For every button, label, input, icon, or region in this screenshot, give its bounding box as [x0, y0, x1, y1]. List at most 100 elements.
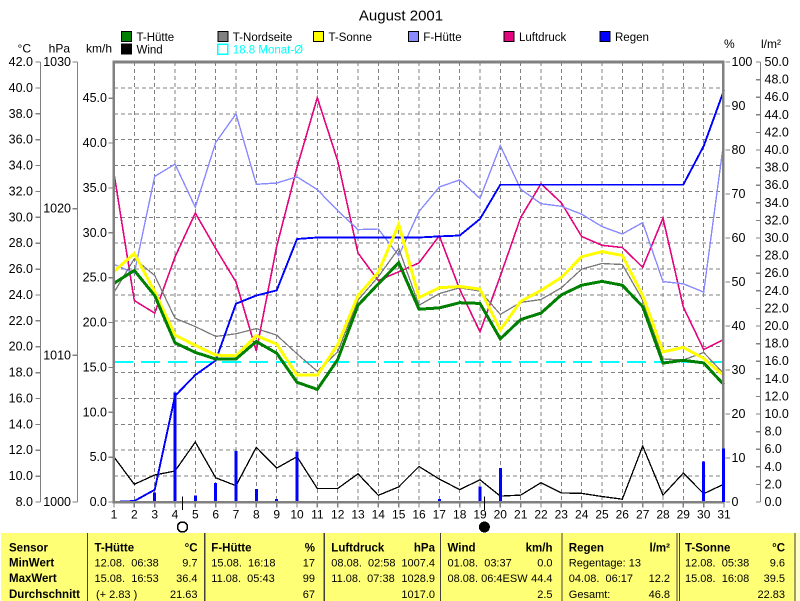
svg-text:21.63: 21.63 — [170, 589, 198, 601]
svg-text:(+ 2.83 ): (+ 2.83 ) — [96, 589, 137, 601]
svg-text:4: 4 — [172, 508, 179, 522]
svg-text:12.0: 12.0 — [9, 443, 33, 457]
svg-text:T-Hütte: T-Hütte — [137, 32, 175, 44]
svg-text:24.0: 24.0 — [9, 288, 33, 302]
svg-text:°C: °C — [18, 42, 32, 56]
svg-text:°C: °C — [185, 543, 198, 555]
svg-text:90: 90 — [732, 99, 746, 113]
svg-text:Gesamt:: Gesamt: — [569, 589, 611, 601]
svg-text:28.0: 28.0 — [9, 236, 33, 250]
svg-text:34.0: 34.0 — [9, 159, 33, 173]
svg-text:14.0: 14.0 — [9, 417, 33, 431]
svg-text:11.08. 05:43: 11.08. 05:43 — [211, 573, 274, 585]
svg-text:28: 28 — [656, 508, 670, 522]
svg-text:Wind: Wind — [137, 45, 163, 57]
svg-text:2.0: 2.0 — [765, 477, 782, 491]
svg-text:17: 17 — [303, 558, 315, 570]
svg-text:16.0: 16.0 — [765, 354, 789, 368]
svg-text:8: 8 — [253, 508, 260, 522]
svg-text:25: 25 — [595, 508, 609, 522]
svg-text:1010: 1010 — [43, 348, 71, 362]
svg-text:50: 50 — [732, 275, 746, 289]
svg-text:38.0: 38.0 — [9, 107, 33, 121]
svg-text:11: 11 — [311, 508, 324, 522]
svg-text:13: 13 — [351, 508, 365, 522]
svg-text:26: 26 — [616, 508, 630, 522]
svg-text:36.4: 36.4 — [176, 573, 197, 585]
svg-text:20.0: 20.0 — [9, 340, 33, 354]
svg-text:9: 9 — [273, 508, 280, 522]
svg-text:40: 40 — [732, 319, 746, 333]
svg-text:10.0: 10.0 — [9, 469, 33, 483]
svg-text:Durchschnitt: Durchschnitt — [9, 589, 80, 601]
svg-text:30.0: 30.0 — [9, 210, 33, 224]
svg-text:70: 70 — [732, 187, 746, 201]
svg-text:8.0: 8.0 — [765, 425, 782, 439]
svg-text:Regentage: 13: Regentage: 13 — [569, 558, 641, 570]
svg-text:15: 15 — [392, 508, 406, 522]
svg-text:22.0: 22.0 — [9, 314, 33, 328]
svg-text:°C: °C — [772, 543, 785, 555]
svg-text:12.2: 12.2 — [649, 573, 670, 585]
svg-text:14: 14 — [372, 508, 386, 522]
svg-text:08.08. 02:58: 08.08. 02:58 — [331, 558, 395, 570]
svg-text:4.0: 4.0 — [765, 460, 782, 474]
svg-text:99: 99 — [303, 573, 315, 585]
svg-text:36.0: 36.0 — [9, 133, 33, 147]
svg-text:24: 24 — [575, 508, 589, 522]
svg-text:17: 17 — [433, 508, 447, 522]
svg-text:08.08. 06:4ESW: 08.08. 06:4ESW — [448, 573, 529, 585]
svg-text:5.0: 5.0 — [90, 450, 107, 464]
svg-text:32.0: 32.0 — [765, 213, 789, 227]
svg-text:MaxWert: MaxWert — [9, 573, 57, 585]
svg-text:5: 5 — [192, 508, 199, 522]
svg-text:23: 23 — [555, 508, 569, 522]
svg-text:km/h: km/h — [86, 42, 112, 56]
svg-text:Sensor: Sensor — [9, 543, 49, 555]
svg-text:12.0: 12.0 — [765, 389, 789, 403]
svg-text:46.0: 46.0 — [765, 90, 789, 104]
svg-text:80: 80 — [732, 143, 746, 157]
svg-text:0: 0 — [732, 495, 739, 509]
svg-text:0.0: 0.0 — [537, 558, 552, 570]
svg-text:16.0: 16.0 — [9, 392, 33, 406]
svg-text:38.0: 38.0 — [765, 161, 789, 175]
svg-text:1028.9: 1028.9 — [401, 573, 435, 585]
svg-text:22: 22 — [534, 508, 548, 522]
svg-text:Regen: Regen — [615, 32, 649, 44]
svg-text:12.08. 05:38: 12.08. 05:38 — [685, 558, 749, 570]
svg-text:42.0: 42.0 — [765, 125, 789, 139]
svg-text:20: 20 — [732, 407, 746, 421]
svg-text:T-Hütte: T-Hütte — [95, 543, 135, 555]
svg-text:km/h: km/h — [526, 543, 553, 555]
svg-text:18.0: 18.0 — [765, 337, 789, 351]
svg-text:MinWert: MinWert — [9, 558, 54, 570]
svg-text:9.7: 9.7 — [182, 558, 197, 570]
svg-text:10.0: 10.0 — [765, 407, 789, 421]
svg-text:Regen: Regen — [569, 543, 604, 555]
svg-text:10: 10 — [290, 508, 304, 522]
svg-text:04.08. 06:17: 04.08. 06:17 — [569, 573, 633, 585]
svg-text:50.0: 50.0 — [765, 55, 789, 69]
svg-text:31: 31 — [717, 508, 731, 522]
svg-text:1000: 1000 — [43, 495, 71, 509]
svg-text:28.0: 28.0 — [765, 249, 789, 263]
svg-text:20: 20 — [494, 508, 508, 522]
svg-text:40.0: 40.0 — [9, 81, 33, 95]
svg-text:18.8 Monat-Ø: 18.8 Monat-Ø — [233, 45, 303, 57]
svg-text:T-Sonne: T-Sonne — [685, 543, 730, 555]
svg-text:30.0: 30.0 — [83, 226, 107, 240]
svg-text:hPa: hPa — [414, 543, 436, 555]
svg-text:3: 3 — [151, 508, 158, 522]
svg-text:1007.4: 1007.4 — [401, 558, 435, 570]
svg-text:60: 60 — [732, 231, 746, 245]
svg-text:25.0: 25.0 — [83, 271, 107, 285]
svg-text:F-Hütte: F-Hütte — [423, 32, 461, 44]
svg-text:16: 16 — [412, 508, 426, 522]
svg-text:40.0: 40.0 — [83, 136, 107, 150]
svg-text:%: % — [724, 37, 735, 51]
svg-text:30: 30 — [697, 508, 711, 522]
svg-text:10: 10 — [732, 451, 746, 465]
svg-text:21: 21 — [514, 508, 528, 522]
svg-text:10.0: 10.0 — [83, 405, 107, 419]
